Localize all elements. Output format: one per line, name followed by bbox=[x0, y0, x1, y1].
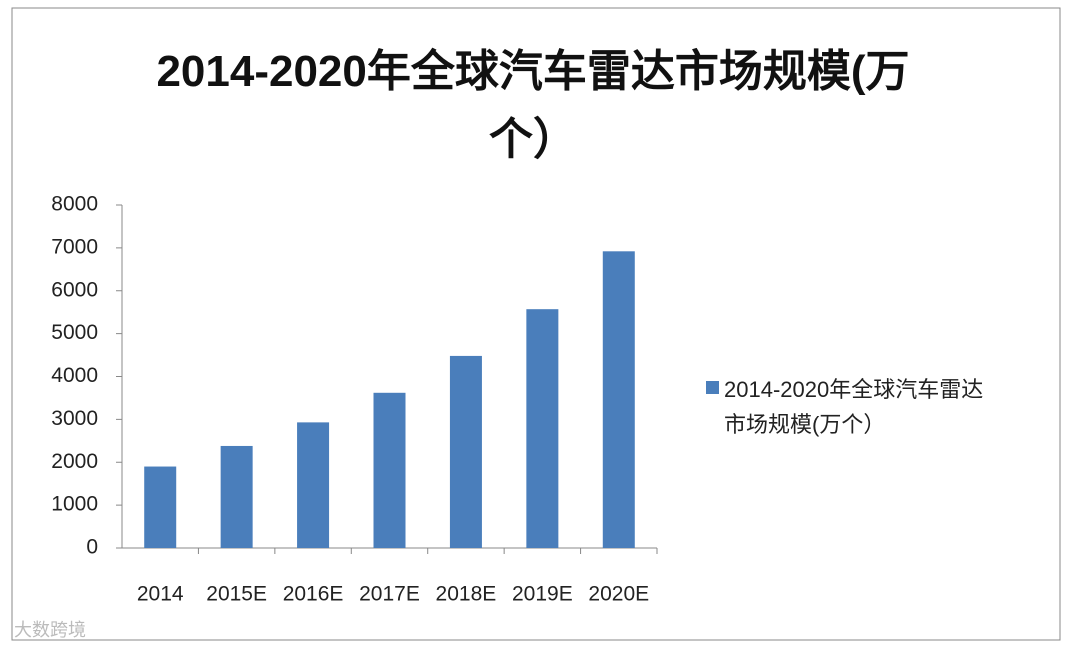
y-tick-label: 8000 bbox=[51, 193, 98, 216]
y-tick-label: 2000 bbox=[51, 450, 98, 473]
bar bbox=[373, 392, 406, 548]
y-tick-label: 1000 bbox=[51, 493, 98, 516]
bar bbox=[449, 355, 482, 548]
frame bbox=[11, 7, 1061, 641]
x-tick-label: 2019E bbox=[512, 583, 573, 606]
y-tick-label: 0 bbox=[86, 536, 98, 559]
x-tick-label: 2018E bbox=[436, 583, 497, 606]
bar bbox=[144, 466, 177, 548]
y-tick-label: 7000 bbox=[51, 235, 98, 258]
legend-swatch bbox=[706, 381, 719, 394]
legend-label: 2014-2020年全球汽车雷达市场规模(万个） bbox=[724, 377, 984, 437]
x-tick-label: 2015E bbox=[206, 583, 267, 606]
bar bbox=[526, 309, 559, 548]
watermark: 大数跨境 bbox=[14, 620, 86, 640]
chart-title: 2014-2020年全球汽车雷达市场规模(万个） bbox=[156, 47, 910, 164]
x-tick-label: 2016E bbox=[283, 583, 344, 606]
x-tick-label: 2017E bbox=[359, 583, 420, 606]
y-tick-label: 3000 bbox=[51, 407, 98, 430]
y-tick-label: 5000 bbox=[51, 321, 98, 344]
y-tick-label: 6000 bbox=[51, 278, 98, 301]
x-tick-label: 2014 bbox=[137, 583, 184, 606]
y-tick-label: 4000 bbox=[51, 364, 98, 387]
bar bbox=[297, 422, 330, 548]
bar bbox=[220, 445, 253, 548]
x-tick-label: 2020E bbox=[588, 583, 649, 606]
bar bbox=[602, 251, 635, 548]
